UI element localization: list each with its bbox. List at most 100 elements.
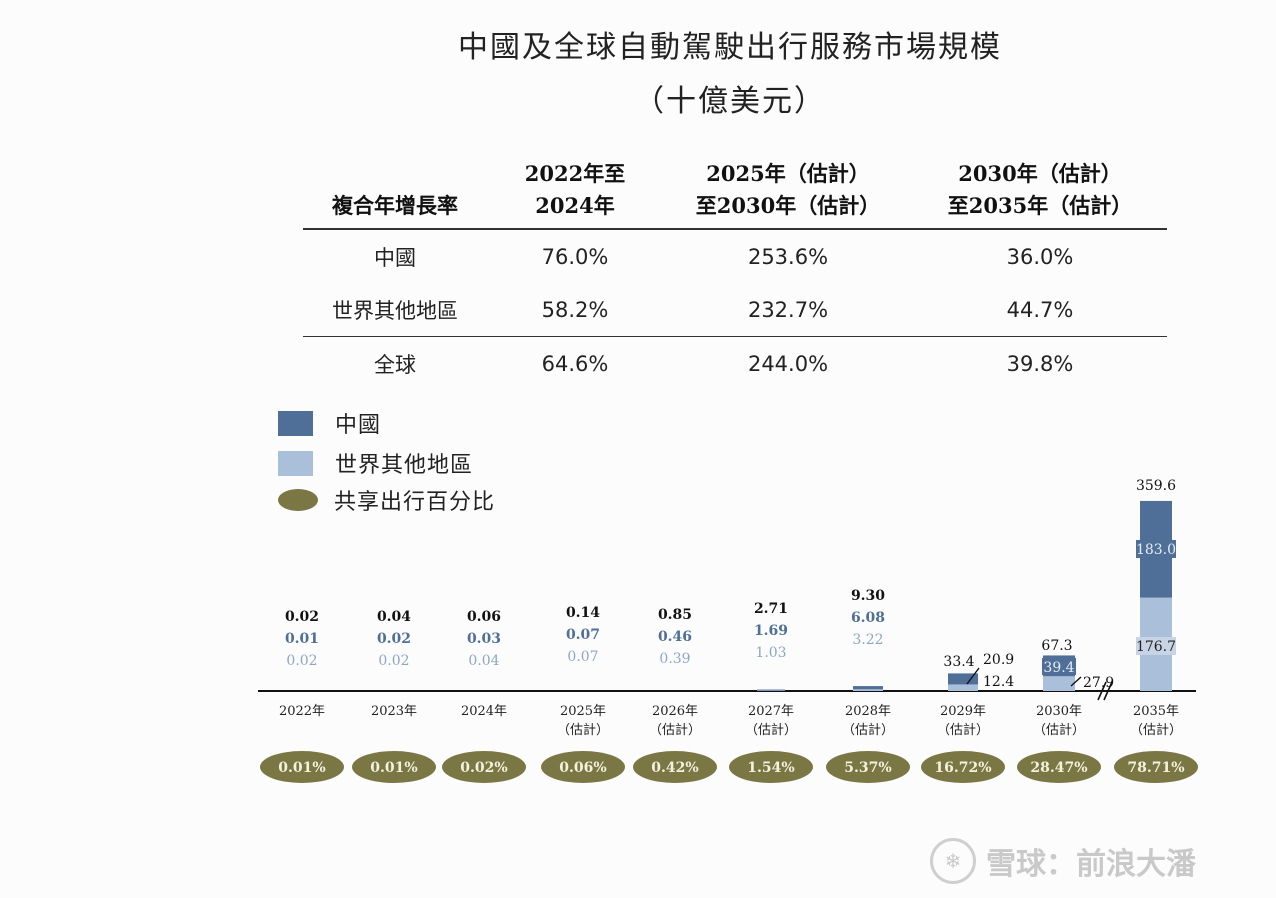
x-tick-label: 2024年 bbox=[461, 704, 507, 719]
shared-pct-label: 5.37% bbox=[844, 760, 891, 776]
rest-of-world-value-label: 0.39 bbox=[659, 651, 690, 667]
label-leader-line bbox=[966, 667, 980, 685]
china-value-label: 20.9 bbox=[983, 652, 1014, 668]
shared-pct-oval bbox=[260, 751, 344, 783]
shared-pct-label: 0.01% bbox=[278, 760, 325, 776]
china-value-label: 1.69 bbox=[754, 623, 788, 639]
x-tick-label: 2028年 bbox=[845, 704, 891, 719]
cagr-value: 44.7% bbox=[913, 283, 1167, 337]
cagr-value: 244.0% bbox=[747, 351, 829, 376]
shared-pct-label: 0.01% bbox=[370, 760, 417, 776]
watermark: ❄ 雪球：前浪大潘 bbox=[930, 838, 1196, 884]
cagr-table: 複合年增長率 2022年至 2024年 2025年（估計） 至2030年（估計） 2… bbox=[303, 158, 1167, 390]
total-label: 9.30 bbox=[851, 588, 885, 604]
cagr-value: 58.2% bbox=[487, 283, 663, 337]
total-label: 33.4 bbox=[943, 654, 974, 670]
china-value-label: 183.0 bbox=[1136, 542, 1176, 558]
legend-swatch-china bbox=[278, 410, 313, 436]
bar-segment-china bbox=[948, 673, 978, 685]
total-label: 359.6 bbox=[1136, 478, 1176, 494]
cagr-header-label: 複合年增長率 bbox=[303, 158, 487, 230]
legend-oval-shared-pct bbox=[278, 489, 318, 511]
china-value-label: 6.08 bbox=[851, 610, 885, 626]
label-plate-china bbox=[1042, 658, 1076, 675]
rest-of-world-value-label: 0.02 bbox=[286, 653, 317, 669]
legend-china: 中國 bbox=[278, 407, 381, 439]
legend-label-china: 中國 bbox=[335, 413, 382, 438]
shared-pct-oval bbox=[442, 751, 526, 783]
watermark-text: 雪球：前浪大潘 bbox=[986, 847, 1196, 882]
china-value-label: 0.03 bbox=[467, 631, 501, 647]
shared-pct-label: 0.42% bbox=[651, 760, 698, 776]
cagr-region: 中國 bbox=[374, 245, 416, 270]
shared-pct-oval bbox=[729, 751, 813, 783]
bar-segment-china bbox=[853, 686, 883, 690]
shared-pct-label: 0.06% bbox=[559, 760, 606, 776]
legend-shared-pct: 共享出行百分比 bbox=[278, 484, 495, 516]
shared-pct-label: 28.47% bbox=[1030, 760, 1087, 776]
cagr-value: 64.6% bbox=[541, 351, 609, 376]
x-tick-label-sub: （估計） bbox=[1130, 722, 1182, 738]
shared-pct-label: 1.54% bbox=[747, 760, 794, 776]
shared-pct-oval bbox=[1017, 751, 1101, 783]
cagr-row-china: 中國 76.0% 253.6% 36.0% bbox=[303, 229, 1167, 283]
china-value-label: 0.07 bbox=[566, 627, 600, 643]
rest-of-world-value-label: 176.7 bbox=[1136, 639, 1176, 655]
rest-of-world-value-label: 0.07 bbox=[567, 649, 598, 665]
x-tick-label-sub: （估計） bbox=[745, 722, 797, 738]
axis-break-mark bbox=[1103, 681, 1113, 701]
rest-of-world-value-label: 1.03 bbox=[755, 645, 786, 661]
china-value-label: 0.02 bbox=[377, 631, 411, 647]
legend-swatch-rest-of-world bbox=[278, 450, 313, 476]
cagr-row-rest-of-world: 世界其他地區 58.2% 232.7% 44.7% bbox=[303, 283, 1167, 337]
rest-of-world-value-label: 0.04 bbox=[468, 653, 499, 669]
snowball-logo-icon: ❄ bbox=[930, 838, 976, 884]
x-tick-label-sub: （估計） bbox=[1033, 722, 1085, 738]
china-value-label: 39.4 bbox=[1043, 660, 1074, 676]
shared-pct-label: 16.72% bbox=[934, 760, 991, 776]
cagr-region: 世界其他地區 bbox=[303, 283, 487, 337]
bar-segment-rest-of-world bbox=[853, 689, 883, 691]
cagr-value: 39.8% bbox=[1006, 351, 1074, 376]
bar-segment-rest-of-world bbox=[1043, 676, 1075, 691]
bar-segment-rest-of-world bbox=[757, 690, 785, 691]
chart-subtitle-unit: （十億美元） bbox=[634, 84, 826, 119]
x-tick-label: 2023年 bbox=[371, 704, 417, 719]
shared-pct-label: 78.71% bbox=[1127, 760, 1184, 776]
rest-of-world-value-label: 0.02 bbox=[378, 653, 409, 669]
shared-pct-oval bbox=[921, 751, 1005, 783]
cagr-value: 232.7% bbox=[663, 283, 913, 337]
legend-label-shared-pct: 共享出行百分比 bbox=[334, 490, 496, 515]
rest-of-world-value-label: 12.4 bbox=[983, 674, 1014, 690]
cagr-header-period-1: 2022年至 2024年 bbox=[487, 158, 663, 230]
x-tick-label: 2026年 bbox=[652, 704, 698, 719]
legend-rest-of-world: 世界其他地區 bbox=[278, 447, 473, 479]
shared-pct-oval bbox=[541, 751, 625, 783]
cagr-value: 253.6% bbox=[747, 244, 829, 269]
shared-pct-oval bbox=[633, 751, 717, 783]
cagr-header-period-2: 2025年（估計） 至2030年（估計） bbox=[663, 158, 913, 230]
label-plate-china bbox=[1136, 540, 1176, 558]
legend-label-rest-of-world: 世界其他地區 bbox=[335, 453, 474, 478]
rest-of-world-value-label: 3.22 bbox=[852, 632, 883, 648]
china-value-label: 0.46 bbox=[658, 629, 692, 645]
total-label: 0.06 bbox=[467, 609, 501, 625]
total-label: 0.04 bbox=[377, 609, 411, 625]
cagr-value: 76.0% bbox=[541, 244, 609, 269]
shared-pct-label: 0.02% bbox=[460, 760, 507, 776]
total-label: 67.3 bbox=[1041, 638, 1072, 654]
cagr-header-period-3: 2030年（估計） 至2035年（估計） bbox=[913, 158, 1167, 230]
total-label: 0.85 bbox=[658, 607, 692, 623]
x-tick-label-sub: （估計） bbox=[937, 722, 989, 738]
x-tick-label: 2030年 bbox=[1036, 704, 1082, 719]
x-tick-label-sub: （估計） bbox=[557, 722, 609, 738]
cagr-header-row: 複合年增長率 2022年至 2024年 2025年（估計） 至2030年（估計） 2… bbox=[303, 158, 1167, 230]
x-tick-label: 2027年 bbox=[748, 704, 794, 719]
label-leader-line bbox=[1070, 676, 1082, 687]
bar-segment-rest-of-world bbox=[948, 684, 978, 691]
total-label: 2.71 bbox=[754, 601, 788, 617]
label-plate-rest-of-world bbox=[1136, 637, 1176, 655]
chart-title: 中國及全球自動駕駛出行服務市場規模 bbox=[458, 30, 1002, 65]
x-tick-label-sub: （估計） bbox=[842, 722, 894, 738]
